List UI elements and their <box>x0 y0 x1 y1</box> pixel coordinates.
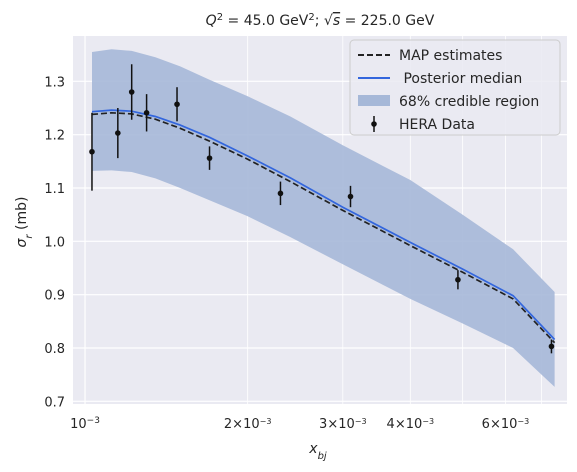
y-tick-label: 0.8 <box>44 342 65 357</box>
x-tick-labels: 10−3 2×10−3 3×10−3 4×10−3 6×10−3 <box>70 416 529 432</box>
hera-data-point <box>143 94 150 132</box>
credible-band-layer <box>92 49 555 387</box>
hera-data-point <box>347 185 354 208</box>
legend-data-label: HERA Data <box>399 117 475 133</box>
y-tick-label: 1.2 <box>44 129 65 144</box>
y-tick-label: 1.3 <box>44 75 65 90</box>
data-marker <box>277 190 284 197</box>
legend-data-marker <box>371 121 377 127</box>
legend-box <box>349 39 561 136</box>
x-tick-label: 4×10−3 <box>387 417 435 433</box>
hera-data-point <box>206 146 213 170</box>
data-marker <box>455 276 461 283</box>
hera-data-point <box>277 181 284 206</box>
legend-band-label: 68% credible region <box>399 94 539 110</box>
hera-data-point <box>548 339 555 354</box>
y-tick-labels: 0.7 0.8 0.9 1.0 1.1 1.2 1.3 <box>44 75 65 410</box>
y-tick-label: 0.7 <box>44 395 65 410</box>
data-marker <box>143 110 150 116</box>
y-tick-label: 0.9 <box>44 289 65 304</box>
data-marker <box>174 101 180 108</box>
data-marker <box>115 130 121 136</box>
hera-data-point <box>174 87 180 122</box>
credible-band <box>92 49 555 387</box>
hera-data-point <box>89 112 95 191</box>
y-axis-label: σr (mb) <box>14 197 35 248</box>
hera-data-point <box>455 270 461 290</box>
x-axis-label: xbj <box>308 441 327 462</box>
chart-title: Q2 = 45.0 GeV2; √s = 225.0 GeV <box>206 12 435 30</box>
x-tick-label: 3×10−3 <box>319 417 367 433</box>
data-points-layer <box>89 64 555 354</box>
x-tick-label: 6×10−3 <box>482 417 530 433</box>
data-marker <box>89 148 95 155</box>
data-marker <box>128 89 135 95</box>
y-tick-label: 1.0 <box>44 235 65 250</box>
legend-map-label: MAP estimates <box>399 48 502 64</box>
hera-data-point <box>115 108 121 159</box>
data-marker <box>347 193 354 200</box>
data-marker <box>206 155 213 161</box>
x-tick-label: 10−3 <box>70 416 100 432</box>
data-marker <box>548 343 555 350</box>
hera-data-point <box>128 64 135 120</box>
x-tick-label: 2×10−3 <box>224 417 272 433</box>
legend-median-label: Posterior median <box>399 71 522 87</box>
legend-band-swatch <box>358 95 390 106</box>
legend-data-swatch <box>371 116 377 132</box>
y-tick-label: 1.1 <box>44 182 65 197</box>
legend: MAP estimates Posterior median 68% credi… <box>349 39 561 136</box>
